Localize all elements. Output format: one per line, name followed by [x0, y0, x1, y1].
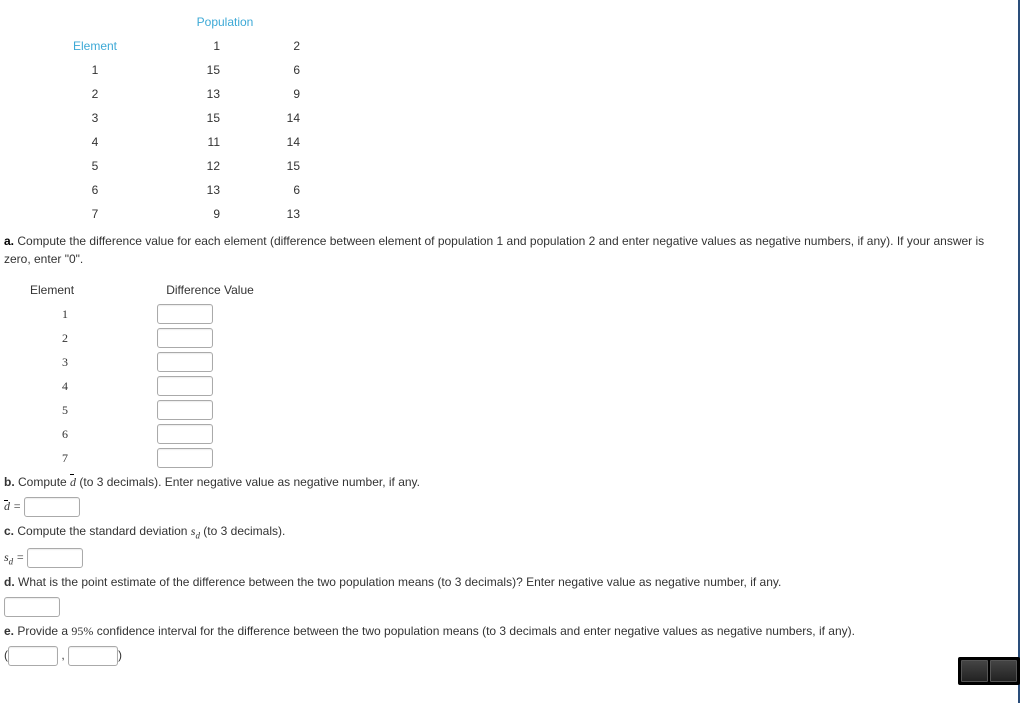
diff-row-el: 5 — [20, 403, 110, 418]
cell-element: 2 — [30, 87, 160, 101]
diff-col-element: Element — [20, 283, 150, 297]
diff-row: 6 — [20, 422, 1018, 446]
cell-pop1: 15 — [160, 111, 230, 125]
cell-element: 5 — [30, 159, 160, 173]
scroll-seg — [990, 660, 1017, 682]
difference-table: Element Difference Value 1 2 3 4 5 6 7 — [0, 272, 1018, 470]
cell-pop1: 12 — [160, 159, 230, 173]
part-a-text: Compute the difference value for each el… — [4, 234, 984, 266]
part-b-label: b. — [4, 475, 15, 489]
comma: , — [58, 648, 68, 662]
table-row: 3 15 14 — [30, 106, 1018, 130]
table-header-row: Element 1 2 — [30, 34, 1018, 58]
part-c-equation: sd = — [0, 546, 1018, 570]
col-1-header: 1 — [160, 39, 230, 53]
diff-input-2[interactable] — [157, 328, 213, 348]
cell-element: 1 — [30, 63, 160, 77]
diff-row-el: 4 — [20, 379, 110, 394]
cell-element: 3 — [30, 111, 160, 125]
diff-input-1[interactable] — [157, 304, 213, 324]
diff-row-el: 6 — [20, 427, 110, 442]
diff-row: 7 — [20, 446, 1018, 470]
part-c-text-after: (to 3 decimals). — [200, 524, 285, 538]
diff-row-el: 3 — [20, 355, 110, 370]
part-d-text: What is the point estimate of the differ… — [15, 575, 782, 589]
part-d-label: d. — [4, 575, 15, 589]
sd-input[interactable] — [27, 548, 83, 568]
table-row: 7 9 13 — [30, 202, 1018, 226]
part-e-text-before: Provide a — [14, 624, 71, 638]
part-b-text-after: (to 3 decimals). Enter negative value as… — [79, 475, 420, 489]
diff-input-6[interactable] — [157, 424, 213, 444]
part-d-input-line — [0, 595, 1018, 619]
cell-pop2: 14 — [230, 111, 300, 125]
part-e-label: e. — [4, 624, 14, 638]
cell-pop2: 14 — [230, 135, 300, 149]
dbar-input[interactable] — [24, 497, 80, 517]
equals-sign: = — [13, 550, 27, 564]
cell-pop2: 6 — [230, 183, 300, 197]
scroll-seg — [961, 660, 988, 682]
diff-table-header: Element Difference Value — [20, 278, 1018, 302]
part-c-text-before: Compute the standard deviation — [14, 524, 191, 538]
point-estimate-input[interactable] — [4, 597, 60, 617]
diff-input-5[interactable] — [157, 400, 213, 420]
question-page: Population Element 1 2 1 15 6 2 13 9 3 1… — [0, 0, 1020, 703]
part-b-equation: d = — [0, 495, 1018, 519]
cell-pop1: 9 — [160, 207, 230, 221]
cell-pop2: 13 — [230, 207, 300, 221]
diff-row: 3 — [20, 350, 1018, 374]
table-row: 1 15 6 — [30, 58, 1018, 82]
part-b-text-before: Compute — [15, 475, 70, 489]
part-e-prompt: e. Provide a 95% confidence interval for… — [0, 619, 1018, 644]
diff-input-4[interactable] — [157, 376, 213, 396]
d-bar-symbol: d — [4, 499, 10, 514]
element-header: Element — [30, 39, 160, 53]
cell-pop1: 13 — [160, 183, 230, 197]
part-d-prompt: d. What is the point estimate of the dif… — [0, 570, 1018, 595]
diff-row-el: 7 — [20, 451, 110, 466]
cell-element: 7 — [30, 207, 160, 221]
col-2-header: 2 — [230, 39, 300, 53]
table-row: 2 13 9 — [30, 82, 1018, 106]
population-header: Population — [160, 10, 290, 34]
part-c-prompt: c. Compute the standard deviation sd (to… — [0, 519, 1018, 546]
diff-row: 1 — [20, 302, 1018, 326]
d-bar-symbol: d — [70, 473, 76, 492]
diff-row: 2 — [20, 326, 1018, 350]
part-c-label: c. — [4, 524, 14, 538]
part-a-prompt: a. Compute the difference value for each… — [0, 226, 1018, 272]
table-row: 4 11 14 — [30, 130, 1018, 154]
diff-input-7[interactable] — [157, 448, 213, 468]
cell-pop1: 11 — [160, 135, 230, 149]
diff-col-value: Difference Value — [150, 283, 270, 297]
scroll-widget[interactable] — [958, 657, 1020, 685]
table-row: 5 12 15 — [30, 154, 1018, 178]
cell-pop2: 15 — [230, 159, 300, 173]
part-b-prompt: b. Compute d (to 3 decimals). Enter nega… — [0, 470, 1018, 495]
population-table: Population Element 1 2 1 15 6 2 13 9 3 1… — [0, 0, 1018, 226]
part-e-interval: ( , ) — [0, 644, 1018, 668]
cell-pop1: 15 — [160, 63, 230, 77]
sd-symbol: sd — [4, 550, 13, 564]
close-paren: ) — [118, 648, 122, 662]
cell-element: 4 — [30, 135, 160, 149]
diff-row: 5 — [20, 398, 1018, 422]
cell-pop2: 9 — [230, 87, 300, 101]
equals-sign: = — [10, 499, 24, 513]
confidence-level: 95% — [71, 624, 93, 638]
ci-upper-input[interactable] — [68, 646, 118, 666]
cell-element: 6 — [30, 183, 160, 197]
cell-pop2: 6 — [230, 63, 300, 77]
cell-pop1: 13 — [160, 87, 230, 101]
diff-row-el: 1 — [20, 307, 110, 322]
ci-lower-input[interactable] — [8, 646, 58, 666]
table-row: 6 13 6 — [30, 178, 1018, 202]
diff-input-3[interactable] — [157, 352, 213, 372]
part-e-text-after: confidence interval for the difference b… — [93, 624, 855, 638]
part-a-label: a. — [4, 234, 14, 248]
diff-row-el: 2 — [20, 331, 110, 346]
sd-symbol: sd — [191, 524, 200, 538]
diff-row: 4 — [20, 374, 1018, 398]
